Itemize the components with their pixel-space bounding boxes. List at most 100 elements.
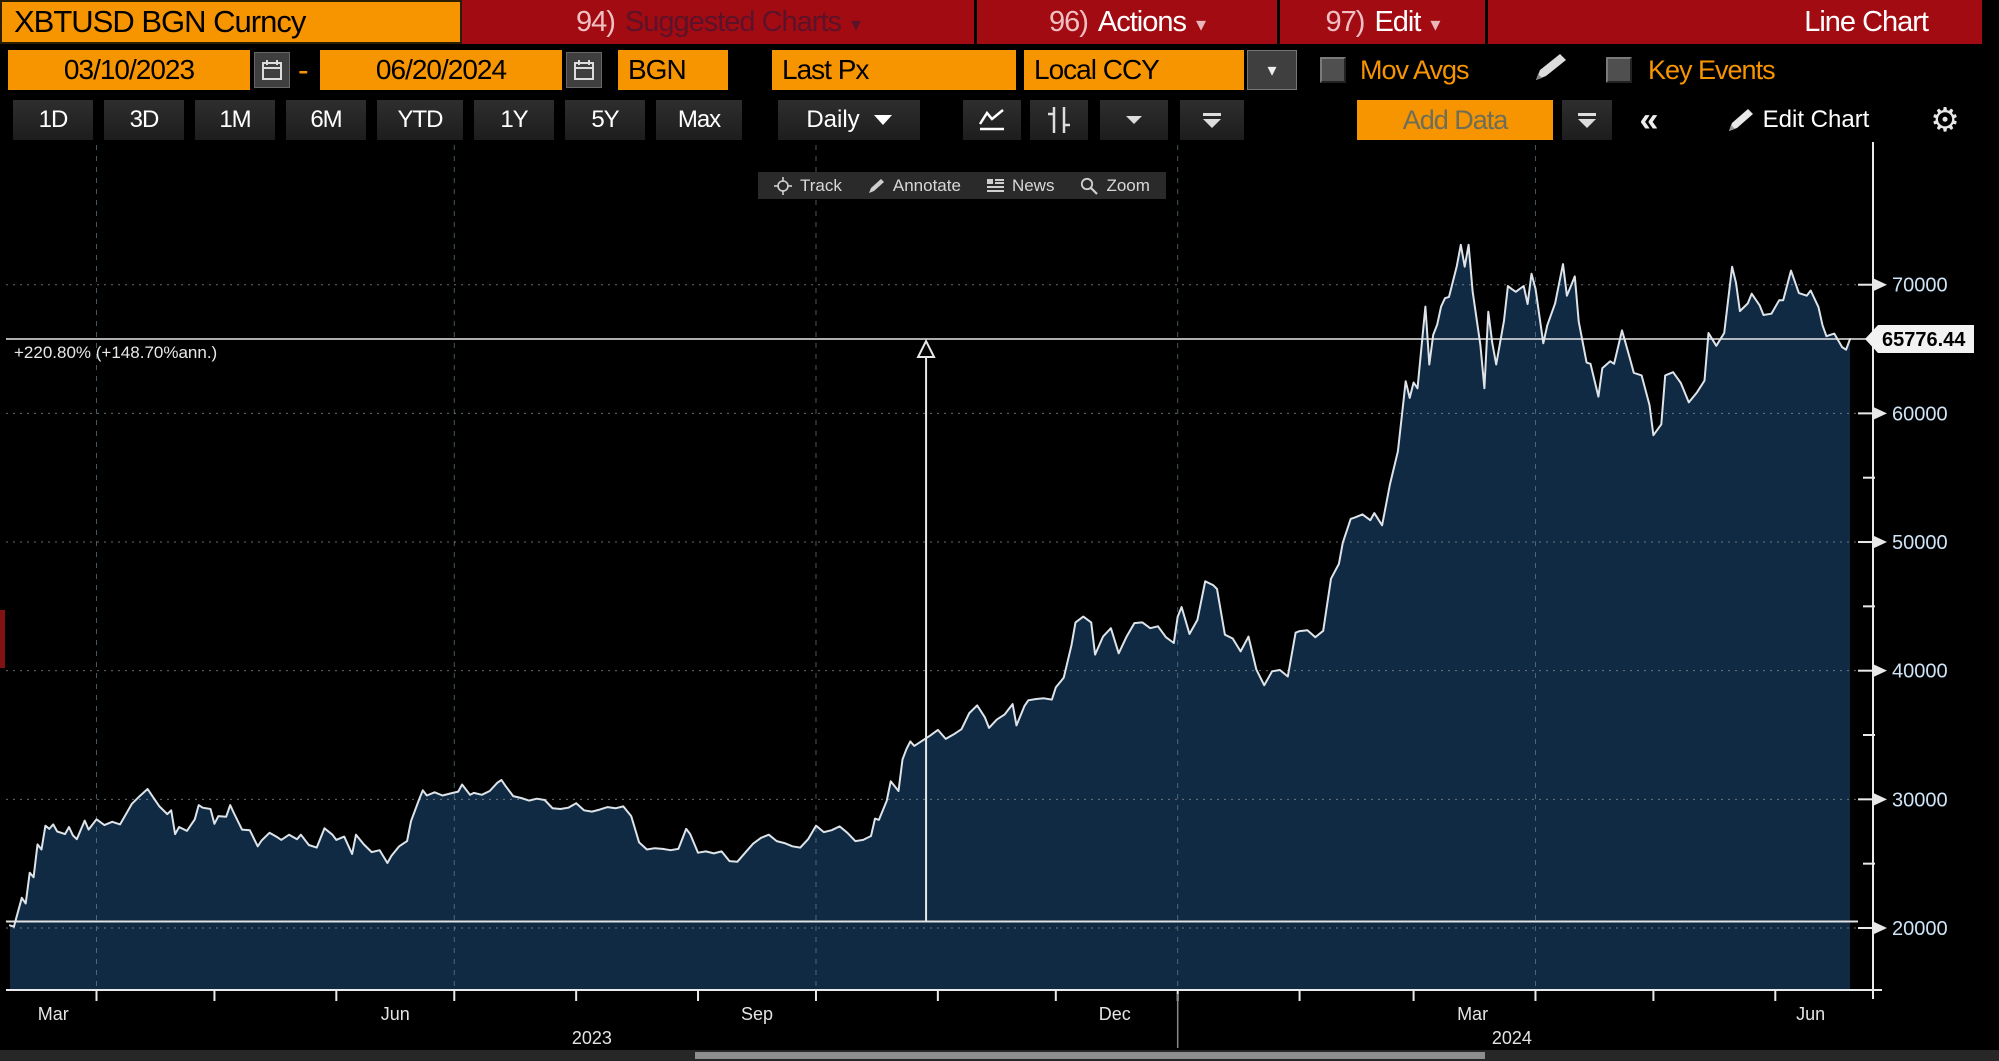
- range-button-6m[interactable]: 6M: [286, 100, 366, 140]
- range-button-5y[interactable]: 5Y: [565, 100, 645, 140]
- y-tick-arrow-icon: [1872, 535, 1887, 550]
- collapse-toolbar-button[interactable]: «: [1622, 100, 1676, 140]
- date-range-separator: -: [298, 52, 309, 88]
- chevron-down-icon: ▾: [1267, 59, 1277, 80]
- currency-dropdown-button[interactable]: ▾: [1247, 50, 1297, 90]
- gear-icon: ⚙: [1930, 101, 1960, 138]
- triangle-down-icon: [1126, 116, 1142, 124]
- candlestick-icon: [1048, 107, 1070, 133]
- titlebar-divider: [974, 0, 977, 44]
- candlestick-type-button[interactable]: [1030, 100, 1088, 140]
- x-axis-month-label: Jun: [381, 1004, 410, 1024]
- range-button-max[interactable]: Max: [656, 100, 742, 140]
- last-price-badge[interactable]: [1865, 325, 1974, 354]
- price-line: [9, 243, 1851, 928]
- track-button[interactable]: Track: [774, 176, 842, 196]
- last-price-badge-label: 65776.44: [1882, 329, 1966, 351]
- y-axis-label: 50000: [1892, 532, 1948, 554]
- menu-label: Edit: [1374, 5, 1421, 38]
- collapse-icon: [1578, 112, 1596, 128]
- x-axis-month-label: Dec: [1099, 1004, 1131, 1024]
- y-axis-label: 60000: [1892, 403, 1948, 425]
- menu-number: 94): [575, 5, 616, 38]
- menu-label: Suggested Charts: [624, 5, 842, 38]
- menu-actions[interactable]: 96) Actions ▾: [977, 0, 1277, 44]
- key-events-label[interactable]: Key Events: [1648, 55, 1776, 85]
- range-button-1y[interactable]: 1Y: [474, 100, 554, 140]
- mov-avgs-label[interactable]: Mov Avgs: [1360, 55, 1470, 85]
- titlebar: XBTUSD BGN Curncy 94) Suggested Charts ▾…: [0, 0, 1999, 44]
- edit-chart-button[interactable]: Edit Chart: [1686, 100, 1910, 140]
- chevron-down-icon: ▾: [1195, 13, 1206, 36]
- range-button-1d[interactable]: 1D: [13, 100, 93, 140]
- chart-type-dropdown[interactable]: [1100, 100, 1168, 140]
- y-axis-label: 40000: [1892, 661, 1948, 683]
- left-edge-marker: [0, 610, 5, 668]
- price-area: [10, 244, 1850, 991]
- collapse-panel-button[interactable]: [1180, 100, 1244, 140]
- calendar-icon[interactable]: [254, 52, 290, 88]
- x-axis-month-label: Mar: [1457, 1004, 1488, 1024]
- y-tick-arrow-icon: [1872, 663, 1887, 678]
- menu-label: Actions: [1097, 5, 1187, 38]
- y-tick-arrow-icon: [1872, 792, 1887, 807]
- titlebar-divider: [1277, 0, 1280, 44]
- security-ticker-label: XBTUSD BGN Curncy: [14, 4, 306, 39]
- annotate-label: Annotate: [892, 175, 961, 195]
- calendar-icon[interactable]: [566, 52, 602, 88]
- annotate-button[interactable]: Annotate: [868, 176, 961, 196]
- zoom-button[interactable]: Zoom: [1080, 175, 1150, 196]
- period-select[interactable]: Daily: [778, 100, 920, 140]
- news-button[interactable]: News: [986, 175, 1055, 196]
- mov-avgs-checkbox[interactable]: [1320, 57, 1346, 83]
- titlebar-divider: [1485, 0, 1488, 44]
- price-source-input[interactable]: BGN: [618, 50, 728, 90]
- data-dropdown-button[interactable]: [1562, 100, 1612, 140]
- currency-select[interactable]: Local CCY: [1024, 50, 1244, 90]
- horizontal-scrollbar[interactable]: [0, 1050, 1999, 1061]
- tracker-handle-icon[interactable]: [916, 338, 936, 359]
- triangle-down-icon: [873, 115, 892, 125]
- key-events-checkbox[interactable]: [1606, 57, 1632, 83]
- track-label: Track: [800, 175, 842, 195]
- add-data-field[interactable]: Add Data: [1357, 100, 1553, 140]
- scrollbar-thumb[interactable]: [695, 1052, 1485, 1059]
- line-chart-icon: [978, 109, 1004, 131]
- line-chart-type-button[interactable]: [963, 100, 1021, 140]
- view-mode-label: Line Chart: [1804, 5, 1929, 38]
- x-axis-year-label: 2024: [1492, 1028, 1532, 1048]
- date-from-input[interactable]: 03/10/2023: [8, 50, 250, 90]
- x-axis-month-label: Jun: [1796, 1004, 1825, 1024]
- y-tick-arrow-icon: [1872, 277, 1887, 292]
- menu-number: 97): [1325, 5, 1366, 38]
- edit-chart-label: Edit Chart: [1762, 106, 1870, 133]
- menu-suggested-charts[interactable]: 94) Suggested Charts ▾: [462, 0, 974, 44]
- chart-tools-bar: Track Annotate News Zoom: [758, 172, 1166, 199]
- menu-number: 96): [1048, 5, 1089, 38]
- y-axis-label: 70000: [1892, 275, 1948, 297]
- annotate-pencil-icon: [868, 178, 884, 193]
- period-label: Daily: [806, 106, 860, 133]
- crosshair-icon: [774, 176, 792, 195]
- menu-edit[interactable]: 97) Edit ▾: [1280, 0, 1485, 44]
- magnifier-icon: [1081, 177, 1099, 195]
- security-ticker[interactable]: XBTUSD BGN Curncy: [0, 0, 462, 44]
- chevron-down-icon: ▾: [1430, 13, 1440, 36]
- x-axis-month-label: Sep: [741, 1004, 773, 1024]
- chart-toolbar: 1D 3D 1M 6M YTD 1Y 5Y Max Daily Add Data…: [0, 98, 1999, 142]
- range-button-3d[interactable]: 3D: [104, 100, 184, 140]
- date-to-input[interactable]: 06/20/2024: [320, 50, 562, 90]
- range-button-1m[interactable]: 1M: [195, 100, 275, 140]
- zoom-label: Zoom: [1106, 175, 1150, 195]
- chart-settings-button[interactable]: ⚙: [1916, 100, 1974, 140]
- y-axis-label: 20000: [1892, 918, 1948, 940]
- mov-avgs-edit-pencil-icon[interactable]: [1532, 52, 1568, 82]
- titlebar-spacer: [1488, 0, 1804, 44]
- x-axis-month-label: Mar: [38, 1004, 69, 1024]
- price-field-input[interactable]: Last Px: [772, 50, 1016, 90]
- news-label: News: [1011, 175, 1055, 195]
- collapse-icon: [1203, 112, 1221, 128]
- range-button-ytd[interactable]: YTD: [377, 100, 463, 140]
